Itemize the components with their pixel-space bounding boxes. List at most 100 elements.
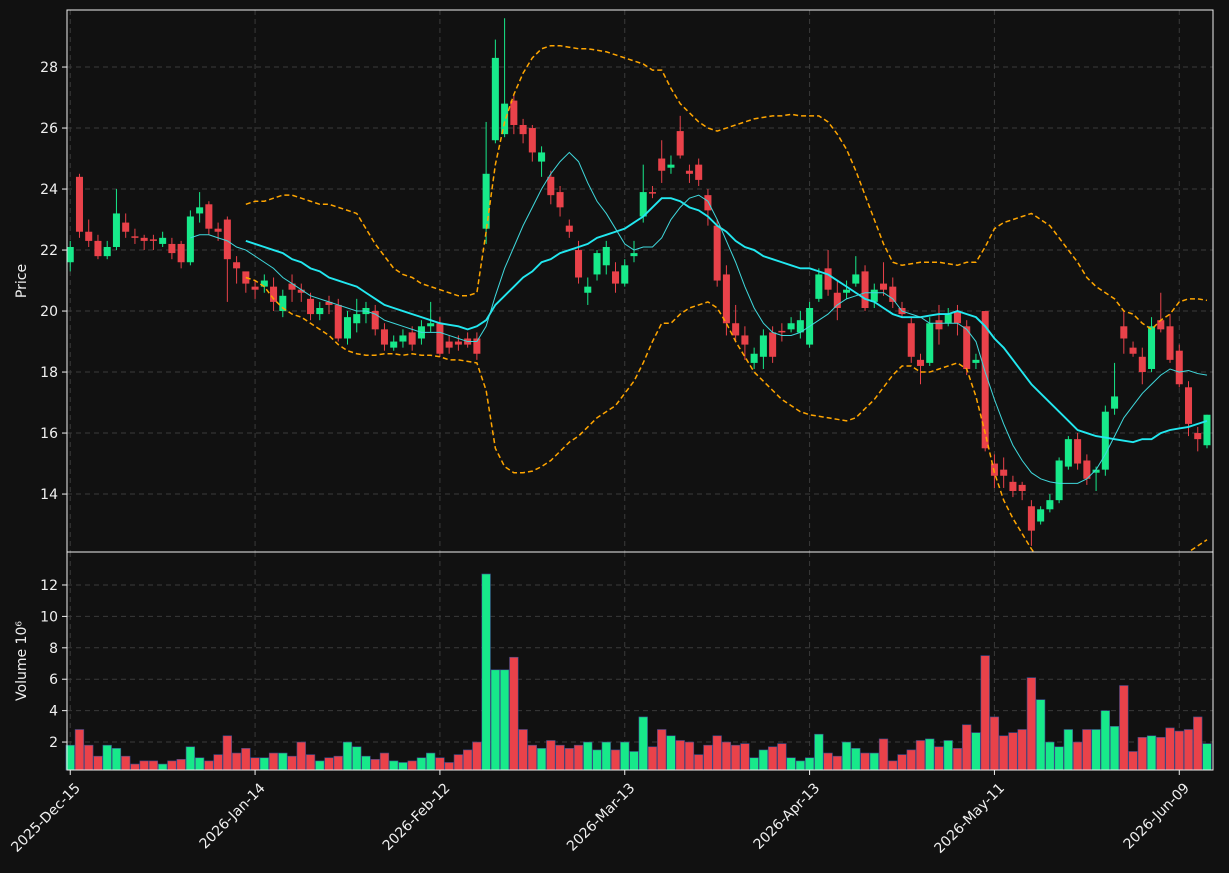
volume-bar: [1072, 741, 1083, 771]
candle-body: [1175, 350, 1183, 385]
candle-body: [1092, 469, 1100, 473]
candle-body: [279, 295, 287, 312]
candle-body: [963, 326, 971, 369]
volume-bar: [583, 741, 593, 771]
y-tick-label: 14: [40, 487, 58, 503]
candle-body: [547, 176, 555, 196]
candle-body: [168, 243, 176, 254]
volume-bar: [1091, 729, 1101, 771]
candle-body: [1064, 439, 1072, 467]
volume-bar: [444, 762, 454, 771]
y-axis-label: Price: [14, 264, 30, 298]
candle-body: [1055, 460, 1063, 501]
indicator-line: [245, 276, 1208, 552]
volume-bar: [231, 752, 242, 771]
candle-body: [473, 338, 481, 354]
volume-bar: [453, 754, 464, 771]
y-tick-label: 12: [40, 578, 58, 594]
candle-body: [685, 170, 693, 174]
candle-body: [427, 323, 435, 327]
y-tick-label: 18: [40, 365, 58, 381]
candle-body: [926, 323, 934, 363]
volume-bar: [1146, 735, 1157, 771]
volume-bar: [980, 655, 990, 771]
volume-bar: [786, 757, 796, 771]
candle-body: [436, 323, 444, 354]
volume-bar: [888, 760, 898, 771]
candle-body: [575, 250, 583, 278]
volume-bar: [943, 740, 953, 771]
candle-body: [861, 271, 869, 308]
candle-body: [556, 192, 564, 208]
candle-body: [1027, 506, 1035, 531]
volume-bar: [93, 755, 103, 771]
candle-body: [371, 311, 379, 330]
volume-bar: [536, 748, 547, 771]
volume-bar: [139, 760, 149, 771]
candle-body: [1148, 326, 1156, 369]
indicator-line: [245, 197, 1208, 444]
volume-bar: [389, 760, 399, 771]
volume-bar: [361, 755, 371, 771]
volume-bar: [795, 760, 805, 771]
y-tick-label: 8: [49, 641, 58, 657]
candle-body: [953, 311, 961, 324]
candle-body: [796, 320, 804, 333]
candle-body: [769, 332, 777, 357]
volume-bar: [416, 757, 427, 771]
candle-body: [205, 204, 213, 229]
volume-bar: [1174, 730, 1184, 771]
volume-bar: [1165, 727, 1175, 771]
candle-body: [870, 289, 878, 302]
volume-bar: [102, 744, 112, 771]
volume-bar: [767, 746, 778, 771]
volume-frame: [66, 551, 1214, 771]
candle-body: [759, 335, 767, 357]
volume-bar: [703, 744, 713, 771]
candle-body: [149, 239, 157, 241]
volume-bar: [629, 751, 639, 771]
price-plot: [67, 18, 1211, 552]
volume-bar: [620, 741, 630, 771]
volume-bar: [647, 746, 658, 771]
candle-body: [639, 192, 647, 217]
volume-bar: [814, 733, 824, 771]
volume-bar: [869, 752, 879, 771]
volume-bar: [74, 729, 85, 771]
volume-bar: [694, 754, 704, 771]
candle-body: [316, 307, 324, 315]
volume-bar: [1082, 729, 1092, 771]
candle-body: [103, 246, 111, 257]
candle-body: [519, 124, 527, 135]
volume-bar: [176, 759, 186, 771]
volume-bar: [860, 752, 870, 771]
candle-body: [787, 323, 795, 330]
candle-body: [1120, 326, 1128, 339]
candle-body: [510, 100, 518, 125]
y-tick-label: 4: [49, 704, 58, 720]
volume-bar: [1063, 729, 1074, 771]
candle-body: [602, 246, 610, 266]
candle-body: [251, 286, 259, 290]
candle-body: [1037, 509, 1045, 522]
volume-bar: [962, 724, 972, 771]
candle-body: [297, 289, 305, 293]
candle-body: [307, 298, 315, 315]
candle-body: [833, 292, 841, 308]
candle-body: [353, 314, 361, 324]
volume-bar: [167, 760, 177, 771]
candle-body: [528, 128, 536, 153]
candle-body: [159, 237, 167, 244]
candle-body: [399, 335, 407, 342]
volume-bar: [1008, 732, 1018, 771]
candle-body: [454, 341, 462, 345]
volume-bar: [499, 669, 510, 771]
volume-bar: [666, 735, 676, 771]
volume-bar: [194, 757, 205, 771]
candle-body: [501, 103, 509, 135]
volume-bar: [1156, 737, 1166, 771]
candle-body: [223, 219, 231, 260]
volume-bar: [731, 744, 741, 771]
candle-body: [907, 323, 915, 357]
